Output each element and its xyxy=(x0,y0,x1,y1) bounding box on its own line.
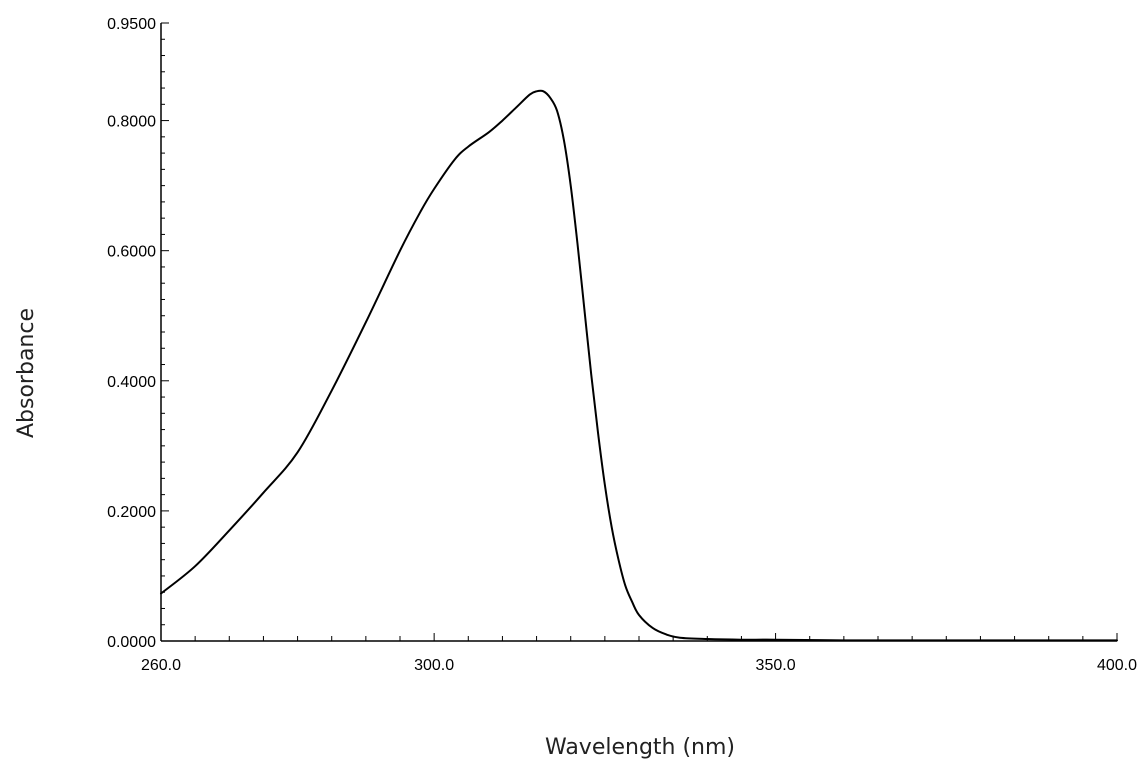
y-tick-label: 0.2000 xyxy=(107,504,156,521)
axes xyxy=(160,23,1117,642)
x-tick-label: 300.0 xyxy=(414,657,454,674)
y-axis-title: Absorbance xyxy=(14,308,39,438)
x-axis-title: Wavelength (nm) xyxy=(545,735,735,760)
y-tick-label: 0.9500 xyxy=(107,16,156,33)
axis-ticks xyxy=(160,22,1118,642)
x-tick-label: 260.0 xyxy=(141,657,181,674)
y-tick-label: 0.6000 xyxy=(107,244,156,261)
y-tick-label: 0.0000 xyxy=(107,634,156,651)
series-line-0 xyxy=(160,89,1118,642)
x-tick-label: 400.0 xyxy=(1097,657,1137,674)
series-layer xyxy=(160,89,1118,642)
y-tick-label: 0.8000 xyxy=(107,114,156,131)
y-tick-label: 0.4000 xyxy=(107,374,156,391)
x-tick-label: 350.0 xyxy=(756,657,796,674)
tick-labels: 260.0 300.0 350.0 400.0 0.0000 0.2000 0.4000 0.… xyxy=(107,16,1137,674)
